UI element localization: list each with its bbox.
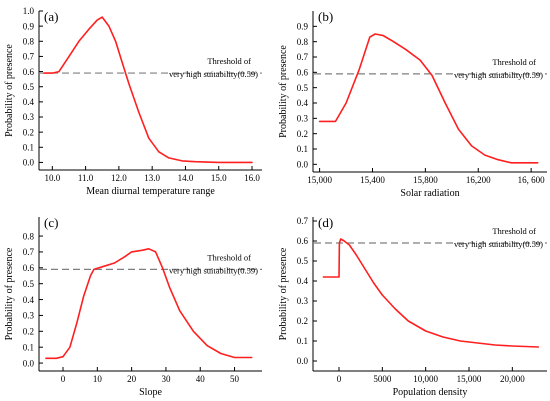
x-axis-title: Mean diurnal temperature range: [86, 186, 215, 197]
y-tick-label: 0.0: [297, 356, 309, 366]
response-curve: [43, 16, 253, 164]
y-tick-label: 0.8: [23, 36, 35, 46]
y-tick-label: 0.8: [23, 231, 35, 241]
panel-label: (b): [318, 9, 333, 24]
y-tick-label: 0.7: [23, 52, 35, 62]
x-tick-label: 13.0: [144, 173, 160, 183]
threshold-label-line2: very high suitability(0.59): [169, 69, 258, 79]
response-curve: [322, 238, 540, 348]
panel-d: 0.0 0.1 0.2 0.3 0.4 0.5 0.6 0.7 0 5000 10,000 15,00…: [278, 215, 547, 398]
y-tick-label: 0.3: [23, 112, 35, 122]
y-tick-label: 0.6: [297, 236, 309, 246]
y-tick-label: 0.6: [297, 68, 309, 78]
y-tick-label: 0.4: [297, 98, 309, 108]
x-tick-label: 15.0: [211, 173, 227, 183]
y-tick-label: 0.0: [297, 160, 309, 170]
x-tick-label: 15,000: [307, 175, 332, 185]
y-tick-label: 0.2: [297, 129, 308, 139]
threshold-label-line2: very high suitability(0.59): [454, 239, 543, 249]
x-tick-label: 50: [230, 374, 240, 384]
y-tick-label: 0.9: [297, 22, 309, 32]
x-tick-label: 10,000: [413, 374, 438, 384]
y-tick-label: 0.5: [297, 83, 309, 93]
x-tick-label: 15,800: [413, 175, 438, 185]
y-tick-label: 0.3: [297, 114, 309, 124]
x-tick-label: 15,400: [360, 175, 385, 185]
y-tick-label: 0.0: [23, 358, 35, 368]
threshold-label-line1: Threshold of: [207, 252, 251, 262]
y-tick-label: 0.3: [23, 311, 35, 321]
x-tick-label: 10: [93, 374, 103, 384]
x-tick-label: 20: [127, 374, 137, 384]
x-tick-label: 16, 600: [518, 175, 546, 185]
x-tick-label: 0: [337, 374, 342, 384]
panel-label: (d): [318, 215, 333, 230]
y-tick-label: 0.8: [297, 37, 309, 47]
y-tick-label: 0.1: [23, 342, 34, 352]
response-curve: [45, 248, 253, 360]
x-tick-label: 11.0: [78, 173, 94, 183]
threshold-label-line1: Threshold of: [492, 57, 536, 67]
y-tick-label: 0.0: [23, 158, 35, 168]
y-tick-label: 0.7: [297, 216, 309, 226]
x-tick-label: 16,200: [466, 175, 491, 185]
y-tick-label: 0.3: [297, 296, 309, 306]
y-tick-label: 0.6: [23, 67, 35, 77]
x-tick-label: 10.0: [44, 173, 60, 183]
x-axis-title: Slope: [139, 387, 162, 398]
y-tick-label: 0.9: [23, 21, 35, 31]
y-axis-title: Probability of presence: [278, 247, 289, 340]
threshold-label-line1: Threshold of: [492, 226, 536, 236]
x-tick-label: 16.0: [244, 173, 260, 183]
y-tick-label: 0.1: [23, 142, 34, 152]
panel-label: (c): [44, 215, 58, 230]
x-tick-label: 14.0: [178, 173, 194, 183]
panel-a: 0.0 0.1 0.2 0.3 0.4 0.5 0.6 0.7 0.8 0.9 1.0 10.0 11.…: [4, 6, 262, 197]
y-tick-label: 0.5: [23, 279, 35, 289]
y-tick-label: 0.4: [23, 97, 35, 107]
threshold-label-line2: very high suitability(0.59): [169, 265, 258, 275]
threshold-label-line2: very high suitability(0.59): [454, 70, 543, 80]
x-tick-label: 0: [61, 374, 66, 384]
x-tick-label: 5000: [373, 374, 392, 384]
threshold-label-line1: Threshold of: [207, 56, 251, 66]
y-axis-title: Probability of presence: [278, 45, 289, 138]
response-curve: [318, 33, 539, 164]
x-tick-label: 40: [196, 374, 206, 384]
x-tick-label: 20,000: [500, 374, 525, 384]
y-tick-label: 0.7: [297, 52, 309, 62]
x-tick-label: 15,000: [457, 374, 482, 384]
y-tick-label: 0.1: [297, 144, 308, 154]
y-tick-label: 0.6: [23, 263, 35, 273]
y-tick-label: 0.5: [297, 256, 309, 266]
y-tick-label: 0.4: [23, 295, 35, 305]
y-tick-label: 0.1: [297, 336, 308, 346]
panel-b: 0.0 0.1 0.2 0.3 0.4 0.5 0.6 0.7 0.8 0.9 15,000 15,4…: [278, 9, 547, 199]
y-tick-label: 0.7: [23, 247, 35, 257]
y-tick-label: 0.5: [23, 82, 35, 92]
y-tick-label: 0.2: [23, 127, 34, 137]
panel-c: 0.0 0.1 0.2 0.3 0.4 0.5 0.6 0.7 0.8 0 10 20 30 40 50 Sl…: [4, 215, 262, 398]
y-tick-label: 1.0: [23, 6, 35, 16]
y-axis-title: Probability of presence: [4, 44, 15, 137]
panel-label: (a): [44, 9, 58, 24]
y-axis-title: Probability of presence: [4, 247, 15, 340]
y-tick-label: 0.4: [297, 276, 309, 286]
x-axis-title: Population density: [393, 387, 468, 398]
y-tick-label: 0.2: [297, 316, 308, 326]
x-axis-title: Solar radiation: [400, 188, 459, 199]
x-tick-label: 30: [161, 374, 171, 384]
x-tick-label: 12.0: [111, 173, 127, 183]
y-tick-label: 0.2: [23, 327, 34, 337]
